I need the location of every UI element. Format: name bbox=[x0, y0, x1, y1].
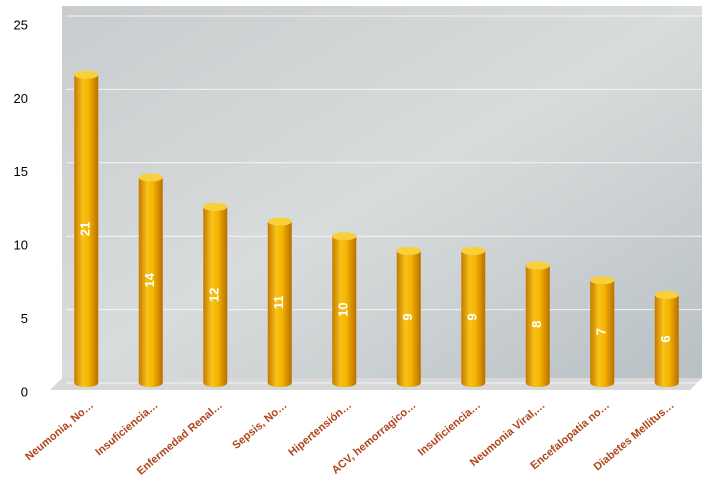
bar-top bbox=[74, 70, 99, 79]
bar bbox=[138, 177, 163, 387]
x-tick-label: Insuficiencia… bbox=[416, 399, 483, 458]
bar-top bbox=[590, 276, 615, 285]
value-label: 9 bbox=[465, 313, 480, 320]
value-label: 7 bbox=[594, 328, 609, 335]
bar-top bbox=[267, 217, 292, 226]
y-tick-label: 15 bbox=[14, 164, 28, 179]
y-tick-label: 5 bbox=[21, 311, 28, 326]
bar bbox=[203, 206, 228, 387]
x-tick-label: Sepsis, No… bbox=[230, 399, 289, 451]
bar bbox=[654, 294, 679, 387]
bar-top bbox=[525, 261, 550, 270]
bar bbox=[461, 250, 486, 387]
bar-top bbox=[461, 246, 486, 255]
y-tick-label: 20 bbox=[14, 91, 28, 106]
bar-top bbox=[332, 232, 357, 241]
value-label: 14 bbox=[142, 272, 157, 287]
value-label: 21 bbox=[78, 222, 93, 236]
value-label: 8 bbox=[529, 321, 544, 328]
bar bbox=[396, 250, 421, 387]
y-tick-label: 25 bbox=[14, 17, 28, 32]
bar-top bbox=[138, 173, 163, 182]
value-label: 12 bbox=[207, 288, 222, 302]
bar bbox=[74, 74, 99, 387]
x-tick-label: Neumonia, No… bbox=[23, 399, 96, 463]
value-label: 6 bbox=[658, 335, 673, 342]
value-label: 10 bbox=[336, 302, 351, 316]
bar bbox=[590, 280, 615, 387]
value-label: 11 bbox=[271, 295, 286, 309]
y-tick-label: 0 bbox=[21, 384, 28, 399]
bar-top bbox=[396, 246, 421, 255]
x-tick-label: Hipertensión… bbox=[286, 399, 354, 458]
bar-top bbox=[654, 290, 679, 299]
bar-top bbox=[203, 202, 228, 211]
bar bbox=[267, 221, 292, 387]
x-tick-label: Insuficiencia… bbox=[93, 399, 160, 458]
y-tick-label: 10 bbox=[14, 238, 28, 253]
bar bbox=[332, 236, 357, 387]
bar bbox=[525, 265, 550, 387]
value-label: 9 bbox=[400, 313, 415, 320]
